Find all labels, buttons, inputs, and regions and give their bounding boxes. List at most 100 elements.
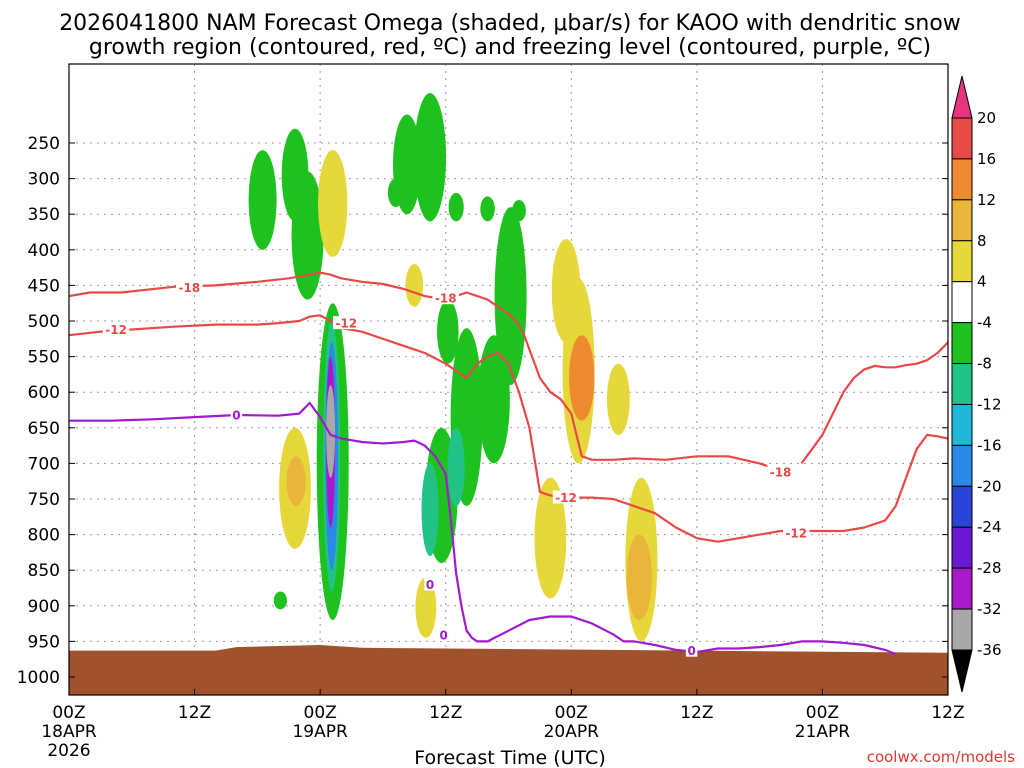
chart-title-line1: 2026041800 NAM Forecast Omega (shaded, μ… xyxy=(59,11,961,36)
colorbar-label: -8 xyxy=(977,355,992,373)
x-tick-date: 21APR xyxy=(795,722,851,742)
x-tick-label: 00Z xyxy=(806,703,839,723)
x-tick-date: 18APR xyxy=(41,722,97,742)
omega-cell xyxy=(387,178,404,208)
y-tick-label: 550 xyxy=(28,348,60,368)
y-tick-label: 700 xyxy=(28,454,60,474)
contour-line xyxy=(69,314,948,543)
contour-label: 0 xyxy=(439,628,447,642)
contour-line xyxy=(69,401,897,656)
x-tick-date: 19APR xyxy=(292,722,348,742)
omega-cell xyxy=(318,150,348,257)
colorbar-label: -20 xyxy=(977,477,1002,495)
colorbar-bottom-arrow xyxy=(951,649,973,693)
ground-fill xyxy=(69,644,948,695)
contour-layer xyxy=(69,271,948,656)
y-tick-label: 450 xyxy=(28,276,60,296)
x-tick-label: 12Z xyxy=(931,703,964,723)
contour-label-bg xyxy=(424,577,436,591)
omega-cell xyxy=(415,577,437,638)
colorbar-label: -4 xyxy=(977,314,992,332)
contour-label-layer: -18 -18 -18 -12 -12 -12 -12 0 0 0 0 xyxy=(102,280,810,658)
y-tick-label: 400 xyxy=(28,241,60,261)
omega-cell xyxy=(248,150,277,250)
contour-label-bg xyxy=(767,464,794,478)
y-tick-label: 750 xyxy=(28,490,60,510)
omega-shading-layer xyxy=(248,93,658,642)
y-tick-label: 850 xyxy=(28,561,60,581)
omega-cell xyxy=(534,477,567,599)
contour-label: -12 xyxy=(555,491,577,505)
contour-label-bg xyxy=(333,316,360,330)
contour-label: -18 xyxy=(178,281,200,295)
colorbar-label: -28 xyxy=(977,559,1002,577)
colorbar-box xyxy=(951,444,973,487)
y-tick-label: 300 xyxy=(28,170,60,190)
omega-cell xyxy=(569,335,595,421)
x-tick-date: 20APR xyxy=(544,722,600,742)
colorbar-box xyxy=(951,485,973,528)
y-tick-label: 600 xyxy=(28,383,60,403)
contour-label: 0 xyxy=(426,578,434,592)
colorbar-label: 20 xyxy=(977,109,996,127)
y-tick-label: 500 xyxy=(28,312,60,332)
x-tick-year: 2026 xyxy=(47,741,90,761)
colorbar-box xyxy=(951,363,973,405)
colorbar-label: -36 xyxy=(977,641,1002,659)
omega-cell xyxy=(447,427,465,507)
y-tick-label: 800 xyxy=(28,526,60,546)
colorbar-box xyxy=(951,240,973,283)
contour-label-bg xyxy=(102,322,130,336)
x-tick-label: 12Z xyxy=(680,703,713,723)
colorbar-box xyxy=(951,526,973,569)
x-axis-label: Forecast Time (UTC) xyxy=(414,747,605,768)
contour-label: 0 xyxy=(232,408,240,422)
colorbar-label: -12 xyxy=(977,395,1002,413)
x-tick-label: 12Z xyxy=(429,703,462,723)
x-tick-label: 00Z xyxy=(304,703,337,723)
contour-line xyxy=(800,341,948,465)
contour-label-bg xyxy=(176,280,203,294)
omega-cell xyxy=(414,93,447,222)
omega-cell xyxy=(291,171,324,300)
colorbar-label: 4 xyxy=(977,273,987,291)
contour-label-bg xyxy=(552,490,580,504)
colorbar-label: -32 xyxy=(977,600,1002,618)
colorbar: 20 16 12 8 4 -4 -8 -12 -16 -20 -24 -28 -32 -36 xyxy=(951,75,1002,693)
omega-cell xyxy=(273,591,287,610)
contour-label-bg xyxy=(437,627,450,641)
contour-label: -12 xyxy=(105,323,127,337)
contour-line xyxy=(69,271,781,472)
colorbar-top-arrow xyxy=(951,75,973,119)
colorbar-box xyxy=(951,567,973,610)
plot-frame xyxy=(68,63,949,696)
omega-cell xyxy=(286,456,306,507)
y-tick-label: 950 xyxy=(28,632,60,652)
y-tick-label: 650 xyxy=(28,419,60,439)
contour-label: -18 xyxy=(770,465,792,479)
omega-cell xyxy=(480,196,495,222)
colorbar-label: -24 xyxy=(977,518,1002,536)
colorbar-box xyxy=(951,158,973,201)
colorbar-box xyxy=(951,117,973,160)
y-tick-label: 250 xyxy=(28,134,60,154)
credit-text[interactable]: coolwx.com/models xyxy=(867,748,1015,766)
contour-label: -12 xyxy=(335,317,357,331)
y-tick-label: 1000 xyxy=(17,668,60,688)
chart-title-line2: growth region (contoured, red, ºC) and f… xyxy=(89,35,931,60)
colorbar-label: 8 xyxy=(977,232,987,250)
colorbar-label: -16 xyxy=(977,436,1002,454)
colorbar-label: 16 xyxy=(977,150,996,168)
colorbar-box xyxy=(951,403,973,446)
omega-cell xyxy=(421,463,439,556)
omega-cell xyxy=(437,299,459,364)
ground-layer xyxy=(69,644,948,695)
contour-label-bg xyxy=(230,407,243,421)
x-tick-label: 00Z xyxy=(52,703,85,723)
contour-label-bg xyxy=(432,291,459,305)
omega-cell xyxy=(405,264,424,307)
omega-cell xyxy=(626,534,652,621)
contour-label: 0 xyxy=(687,644,695,658)
